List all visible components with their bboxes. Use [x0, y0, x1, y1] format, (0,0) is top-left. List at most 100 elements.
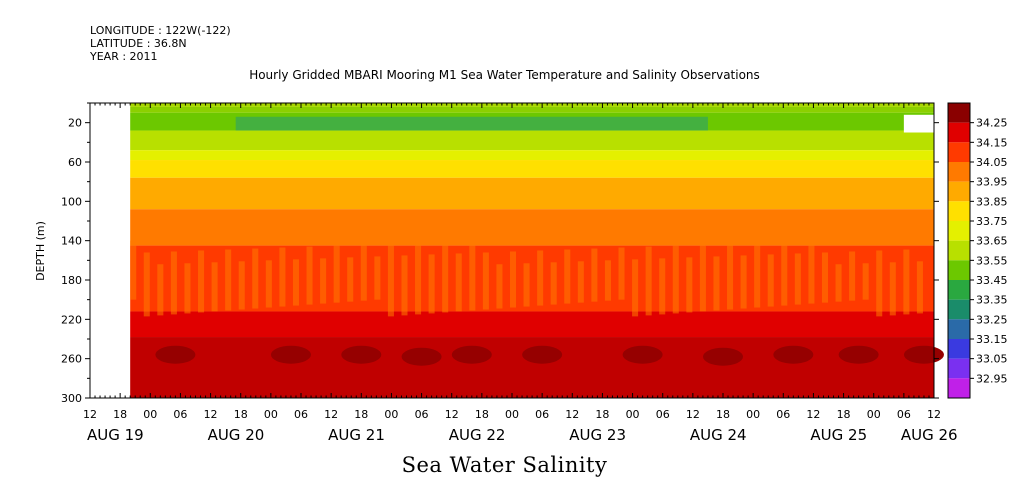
x-hour-label-30: 06 [294, 408, 308, 421]
x-day-label-aug-26: AUG 26 [901, 426, 958, 444]
y-tick-label-260: 260 [61, 353, 82, 366]
x-hour-label--6: 18 [113, 408, 127, 421]
fluctuation-stripe-41 [686, 257, 693, 313]
fluctuation-stripe-47 [767, 254, 774, 307]
x-hour-label-42: 18 [354, 408, 368, 421]
colorbar-segment-6 [948, 240, 970, 261]
latitude-label: LATITUDE : 36.8N [90, 37, 187, 50]
colorbar-label-13: 32.95 [976, 372, 1008, 385]
x-hour-label-36: 12 [324, 408, 338, 421]
fluctuation-stripe-52 [835, 264, 842, 302]
colorbar-bottom-segment [948, 378, 970, 398]
colorbar-label-3: 33.95 [976, 176, 1008, 189]
x-day-label-aug-23: AUG 23 [569, 426, 626, 444]
fluctuation-stripe-9 [252, 248, 259, 309]
fluctuation-stripe-19 [387, 243, 394, 317]
x-day-label-aug-24: AUG 24 [690, 426, 747, 444]
x-hour-label-96: 00 [626, 408, 640, 421]
colorbar-label-7: 33.55 [976, 254, 1008, 267]
fluctuation-stripe-11 [279, 247, 286, 307]
y-tick-label-220: 220 [61, 313, 82, 326]
fluctuation-stripe-12 [292, 259, 299, 306]
colorbar-segment-3 [948, 181, 970, 202]
fluctuation-stripe-17 [360, 244, 367, 301]
longitude-label: LONGITUDE : 122W(-122) [90, 24, 231, 37]
fluctuation-stripe-35 [604, 260, 611, 301]
x-day-label-aug-19: AUG 19 [87, 426, 144, 444]
fluctuation-stripe-44 [727, 243, 734, 310]
low-salinity-layer [235, 116, 708, 131]
fluctuation-stripe-15 [333, 245, 340, 303]
fluctuation-stripe-21 [415, 242, 422, 315]
fluctuation-stripe-25 [469, 240, 476, 311]
x-day-label-aug-22: AUG 22 [449, 426, 506, 444]
fluctuation-stripe-4 [184, 263, 191, 314]
high-salinity-blob-8 [773, 345, 814, 364]
high-salinity-blob-7 [703, 347, 743, 366]
x-hour-label-48: 00 [384, 408, 398, 421]
fluctuation-stripe-57 [903, 249, 910, 315]
fluctuation-stripe-50 [808, 240, 815, 304]
high-salinity-blob-6 [622, 345, 663, 364]
x-hour-label-138: 18 [837, 408, 851, 421]
fluctuation-stripe-51 [821, 252, 828, 303]
fluctuation-stripe-27 [496, 264, 503, 309]
high-salinity-blob-2 [341, 345, 382, 364]
colorbar-label-10: 33.25 [976, 313, 1008, 326]
fluctuation-stripe-46 [754, 242, 761, 308]
chart-title: Hourly Gridded MBARI Mooring M1 Sea Wate… [249, 68, 760, 82]
fluctuation-stripe-34 [591, 248, 598, 302]
fluctuation-stripe-42 [699, 244, 706, 312]
x-hour-label-0: 00 [143, 408, 157, 421]
salinity-band-1 [130, 106, 934, 113]
fluctuation-stripe-7 [225, 249, 232, 311]
colorbar-segment-7 [948, 260, 970, 280]
x-hour-label--12: 12 [83, 408, 97, 421]
fluctuation-stripe-33 [577, 261, 584, 303]
y-tick-label-140: 140 [61, 235, 82, 248]
colorbar-top-segment [948, 103, 970, 123]
fluctuation-stripe-20 [401, 255, 408, 316]
x-hour-label-60: 12 [445, 408, 459, 421]
fluctuation-stripe-40 [672, 245, 679, 314]
salinity-band-5 [130, 160, 934, 178]
x-hour-label-12: 12 [204, 408, 218, 421]
colorbar-label-9: 33.35 [976, 294, 1008, 307]
colorbar-segment-0 [948, 122, 970, 143]
colorbar: 34.25 34.15 34.05 33.95 33.85 33.75 33.65 33.55… [947, 102, 1008, 399]
colorbar-segment-5 [948, 221, 970, 241]
x-hour-label-156: 12 [927, 408, 941, 421]
colorbar-segment-12 [948, 358, 970, 379]
fluctuation-stripe-3 [170, 251, 177, 315]
high-salinity-blob-9 [838, 345, 879, 364]
fluctuation-stripe-13 [306, 246, 313, 305]
fluctuation-stripe-5 [198, 250, 205, 313]
salinity-band-10 [130, 337, 934, 398]
x-day-label-aug-20: AUG 20 [208, 426, 265, 444]
x-hour-label-108: 12 [686, 408, 700, 421]
salinity-band-7 [130, 209, 934, 246]
fluctuation-stripe-8 [238, 261, 245, 310]
x-hour-label-6: 06 [173, 408, 187, 421]
fluctuation-stripe-48 [781, 241, 788, 306]
fluctuation-stripe-32 [564, 249, 571, 304]
colorbar-segment-9 [948, 299, 970, 320]
fluctuation-stripe-10 [265, 260, 272, 308]
salinity-band-4 [130, 150, 934, 161]
x-hour-label-54: 06 [415, 408, 429, 421]
fluctuation-stripe-39 [659, 258, 666, 315]
colorbar-segment-4 [948, 201, 970, 221]
fluctuation-stripe-1 [143, 252, 150, 317]
colorbar-label-8: 33.45 [976, 274, 1008, 287]
high-salinity-blob-5 [522, 345, 563, 364]
fluctuation-stripe-6 [211, 262, 218, 312]
year-label: YEAR : 2011 [90, 50, 158, 63]
fluctuation-stripe-36 [618, 247, 625, 300]
variable-title: Sea Water Salinity [401, 453, 608, 477]
high-salinity-blob-0 [155, 345, 196, 364]
salinity-band-6 [130, 177, 934, 210]
high-salinity-blob-3 [401, 347, 442, 366]
fluctuation-stripe-29 [523, 263, 530, 307]
colorbar-segment-2 [948, 162, 970, 182]
